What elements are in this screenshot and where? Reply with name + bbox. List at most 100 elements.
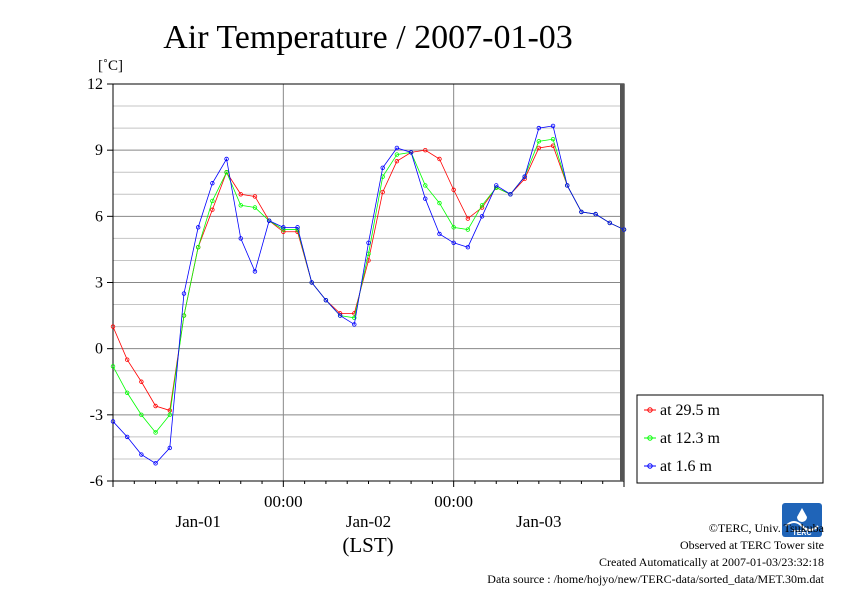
data-point (394, 145, 400, 151)
data-point (195, 245, 201, 250)
data-point (380, 165, 385, 171)
data-point (167, 445, 172, 451)
data-point (536, 139, 542, 144)
y-tick-label: -3 (90, 407, 103, 424)
data-point (195, 225, 201, 230)
data-point (139, 452, 144, 457)
data-point (124, 390, 130, 395)
data-point (423, 183, 428, 188)
terc-logo: TERC (782, 503, 822, 537)
y-tick-label: -6 (90, 473, 103, 490)
data-point (465, 245, 471, 250)
series-lines (110, 123, 627, 466)
data-point (210, 207, 215, 212)
right-edge-bar (620, 84, 624, 481)
data-point (295, 225, 300, 230)
data-point (423, 196, 428, 201)
data-point (607, 220, 613, 226)
data-point (352, 322, 357, 327)
data-point (536, 145, 542, 151)
data-point (153, 461, 158, 466)
data-point (380, 189, 385, 195)
data-point (479, 214, 485, 219)
series-line (112, 125, 625, 464)
terc-logo-wave (785, 521, 819, 531)
data-point (323, 297, 329, 303)
data-point (110, 419, 116, 424)
series-1 (110, 143, 627, 413)
y-tick-label: 3 (95, 275, 103, 292)
legend-box (636, 394, 824, 484)
y-tick-label: 12 (87, 76, 103, 93)
y-tick-label: 0 (95, 341, 103, 358)
axis-ticks: 12 9 6 3 0 -3 -6 00:00 00:00 Jan-01 Jan-02 Jan-03 (87, 76, 625, 531)
data-point (508, 192, 513, 197)
data-point (266, 218, 272, 223)
data-point (181, 291, 187, 296)
copyright-text: ©TERC, Univ. Tsukuba (708, 521, 824, 535)
terc-logo-drop (797, 508, 807, 522)
data-point (465, 227, 471, 232)
data-point (479, 203, 485, 208)
data-point (139, 412, 144, 418)
x-date-label: Jan-03 (516, 512, 561, 531)
data-point (550, 123, 556, 129)
data-point (621, 227, 627, 232)
legend-swatch-marker (647, 435, 653, 441)
observed-text: Observed at TERC Tower site (679, 538, 824, 552)
x-date-label: Jan-01 (176, 512, 221, 531)
data-point (110, 364, 116, 369)
y-axis-unit: [˚C] (98, 58, 123, 74)
series-2 (110, 136, 627, 435)
data-point (110, 324, 116, 329)
data-point (153, 403, 158, 409)
data-point (352, 315, 357, 320)
legend-swatch-marker (647, 407, 653, 413)
data-point (394, 152, 400, 157)
data-point (224, 170, 229, 175)
data-point (124, 434, 130, 440)
legend-label: at 12.3 m (660, 430, 721, 447)
data-point (281, 225, 286, 230)
data-point (309, 280, 314, 285)
data-point (337, 313, 343, 318)
data-point (139, 379, 144, 384)
data-point (366, 240, 371, 245)
data-point (167, 412, 172, 418)
data-point (579, 209, 584, 215)
legend-swatch-marker (647, 463, 653, 469)
data-point (522, 174, 527, 179)
data-point (238, 192, 243, 197)
data-point (153, 430, 158, 435)
x-time-label: 00:00 (264, 492, 303, 511)
data-point (252, 269, 258, 274)
data-point (437, 231, 442, 237)
data-point (252, 194, 258, 199)
data-point (408, 150, 414, 155)
grid-lines (113, 84, 624, 481)
y-tick-label: 9 (95, 142, 103, 159)
data-point (536, 125, 542, 131)
data-point (238, 203, 243, 208)
y-tick-label: 6 (95, 208, 103, 225)
data-point (210, 198, 215, 204)
data-point (437, 200, 442, 206)
data-point (451, 225, 456, 230)
data-point (281, 227, 286, 232)
chart-title: Air Temperature / 2007-01-03 (163, 19, 573, 56)
data-point (494, 183, 499, 188)
data-point (124, 357, 130, 362)
data-point (437, 156, 442, 162)
data-point (565, 183, 570, 188)
data-point (465, 216, 471, 221)
data-point (394, 158, 400, 164)
data-point (593, 211, 598, 217)
data-point (252, 205, 258, 210)
x-date-label: Jan-02 (346, 512, 391, 531)
legend-label: at 29.5 m (660, 402, 721, 419)
x-time-label: 00:00 (434, 492, 473, 511)
series-3 (110, 123, 627, 466)
legend: at 29.5 m at 12.3 m at 1.6 m (636, 394, 824, 484)
data-point (238, 236, 243, 241)
